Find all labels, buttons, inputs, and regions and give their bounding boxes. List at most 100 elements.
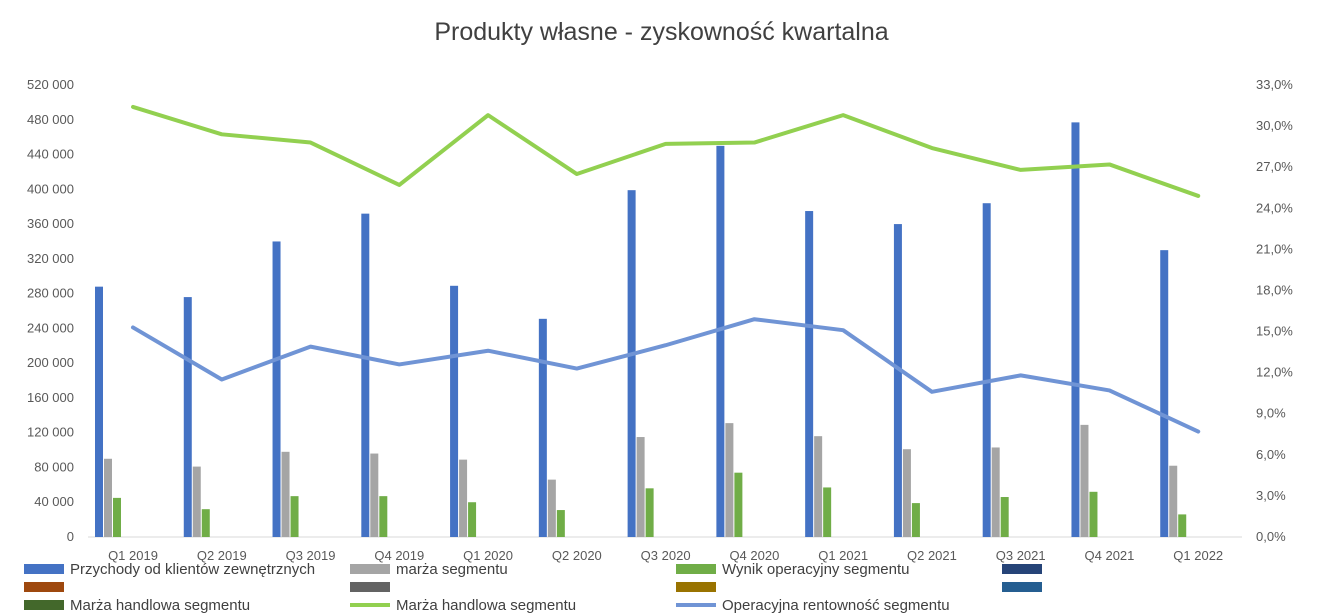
bar	[183, 297, 192, 537]
line-point	[398, 184, 400, 186]
bar	[725, 423, 734, 537]
x-tick-label: Q1 2019	[108, 548, 158, 563]
bar	[1071, 122, 1080, 537]
bar	[113, 497, 121, 537]
bar	[1089, 491, 1098, 537]
bar	[272, 241, 281, 537]
legend-swatch	[350, 582, 390, 592]
line-point	[487, 350, 489, 352]
legend-swatch	[676, 564, 716, 574]
right-tick-label: 30,0%	[1256, 118, 1293, 133]
bar	[450, 285, 459, 537]
legend-label: Przychody od klientów zewnętrznych	[70, 561, 315, 578]
left-tick-label: 480 000	[27, 112, 74, 127]
legend-swatch	[24, 564, 64, 574]
line-point	[1020, 374, 1022, 376]
bar	[1080, 424, 1089, 537]
line-point	[487, 114, 489, 116]
line-point	[1108, 389, 1110, 391]
line-point	[221, 378, 223, 380]
series-line	[131, 104, 1201, 198]
legend-swatch	[24, 582, 64, 592]
line-point	[1197, 431, 1199, 433]
line-point	[1020, 169, 1022, 171]
x-tick-label: Q3 2021	[996, 548, 1046, 563]
x-tick-label: Q4 2020	[729, 548, 779, 563]
x-tick-label: Q2 2021	[907, 548, 957, 563]
right-tick-label: 27,0%	[1256, 159, 1293, 174]
bar	[538, 318, 547, 537]
x-tick-label: Q1 2021	[818, 548, 868, 563]
x-tick-label: Q2 2020	[552, 548, 602, 563]
bar	[201, 509, 210, 537]
bar	[645, 488, 654, 537]
line-point	[665, 344, 667, 346]
bar	[1178, 514, 1187, 537]
bar	[893, 224, 902, 538]
line-point	[576, 173, 578, 175]
line-point	[842, 329, 844, 331]
x-tick-label: Q3 2020	[641, 548, 691, 563]
bar	[982, 203, 991, 537]
bar	[627, 190, 636, 537]
bar	[192, 466, 201, 537]
left-tick-label: 360 000	[27, 216, 74, 231]
right-tick-label: 6,0%	[1256, 447, 1286, 462]
line-series	[131, 104, 1201, 434]
bar	[1169, 465, 1178, 537]
bar	[1000, 497, 1009, 537]
x-tick-label: Q1 2020	[463, 548, 513, 563]
bar	[104, 458, 112, 537]
bar	[556, 510, 565, 537]
left-tick-label: 40 000	[34, 494, 74, 509]
legend-label: Marża handlowa segmentu	[396, 597, 576, 614]
right-tick-label: 33,0%	[1256, 77, 1293, 92]
bar	[290, 496, 299, 537]
right-tick-label: 12,0%	[1256, 365, 1293, 380]
left-tick-label: 280 000	[27, 286, 74, 301]
legend-swatch	[676, 582, 716, 592]
legend-swatch	[350, 564, 390, 574]
bar	[814, 436, 823, 537]
x-tick-label: Q3 2019	[286, 548, 336, 563]
left-tick-label: 440 000	[27, 147, 74, 162]
line-point	[221, 133, 223, 135]
legend-swatch	[1002, 582, 1042, 592]
bar	[823, 487, 832, 537]
bar	[1160, 250, 1169, 537]
left-tick-label: 80 000	[34, 459, 74, 474]
left-tick-label: 200 000	[27, 355, 74, 370]
left-tick-label: 240 000	[27, 320, 74, 335]
legend-swatch	[24, 600, 64, 610]
right-axis: 0,0% 3,0% 6,0% 9,0% 12,0% 15,0% 18,0% 21,0% 24,0…	[1256, 77, 1293, 544]
line-point	[931, 391, 933, 393]
line-point	[1197, 195, 1199, 197]
line-point	[753, 318, 755, 320]
line-point	[753, 142, 755, 144]
bar	[468, 502, 477, 537]
bar	[734, 472, 743, 537]
line-point	[310, 346, 312, 348]
line-point	[310, 142, 312, 144]
legend-swatch	[1002, 564, 1042, 574]
line-point	[132, 106, 134, 108]
bar	[902, 449, 911, 537]
line-point	[132, 326, 134, 328]
legend-label: marża segmentu	[396, 561, 508, 578]
legend-label: Operacyjna rentowność segmentu	[722, 597, 950, 614]
line-point	[931, 147, 933, 149]
line-point	[1108, 163, 1110, 165]
chart-title: Produkty własne - zyskowność kwartalna	[434, 18, 889, 46]
left-tick-label: 520 000	[27, 77, 74, 92]
bar	[991, 447, 1000, 537]
bar	[95, 286, 103, 537]
legend-label: Wynik operacyjny segmentu	[722, 561, 909, 578]
legend-label: Marża handlowa segmentu	[70, 597, 250, 614]
left-axis: 0 40 000 80 000 120 000 160 000 200 000 240 00…	[27, 77, 74, 544]
left-tick-label: 120 000	[27, 425, 74, 440]
bar	[716, 145, 725, 537]
right-tick-label: 15,0%	[1256, 324, 1293, 339]
bar	[911, 503, 920, 537]
line-point	[576, 368, 578, 370]
